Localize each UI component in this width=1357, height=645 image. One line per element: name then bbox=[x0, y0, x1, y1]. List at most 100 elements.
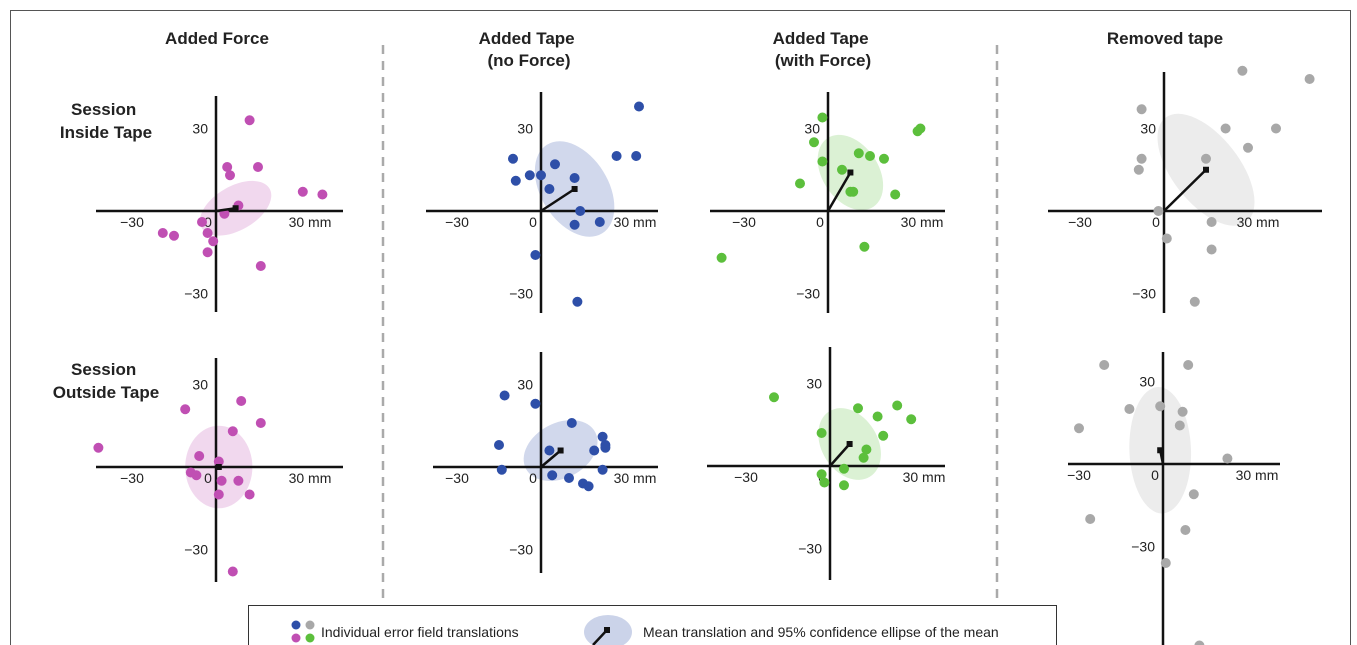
y-tick-label-30: 30 bbox=[192, 121, 208, 137]
data-point bbox=[865, 151, 875, 161]
x-tick-label-zero: 0 bbox=[529, 470, 537, 486]
data-point bbox=[879, 153, 889, 164]
data-point bbox=[839, 463, 849, 474]
data-point bbox=[892, 400, 903, 411]
col-title-line: Added Tape bbox=[479, 29, 575, 48]
data-point bbox=[1133, 164, 1144, 175]
data-point bbox=[1124, 404, 1135, 414]
data-point bbox=[169, 230, 179, 241]
x-tick-label-zero: 0 bbox=[204, 214, 212, 230]
mean-arrow bbox=[215, 207, 236, 213]
data-point bbox=[227, 426, 238, 437]
data-point bbox=[1174, 420, 1185, 431]
panel-tape_force_inside: −30 0 30 mm 30 −30 bbox=[710, 92, 945, 313]
data-point bbox=[1160, 558, 1171, 568]
data-point bbox=[510, 175, 521, 186]
col-title-line: Added Tape bbox=[773, 29, 869, 48]
y-tick-label-neg30: −30 bbox=[184, 542, 208, 558]
legend-mean-label: Mean translation and 95% confidence elli… bbox=[643, 624, 999, 640]
data-point bbox=[594, 217, 605, 227]
data-point bbox=[861, 444, 872, 455]
data-point bbox=[197, 217, 207, 227]
data-point bbox=[872, 411, 883, 422]
mean-arrow bbox=[540, 449, 562, 468]
data-point bbox=[1183, 360, 1194, 370]
data-point bbox=[227, 566, 238, 577]
data-point bbox=[157, 228, 168, 238]
y-tick-label-30: 30 bbox=[806, 376, 822, 392]
col-title-added-force: Added Force bbox=[165, 29, 269, 48]
panel-tape_inside: −30 0 30 mm 30 −30 bbox=[426, 92, 658, 313]
data-point bbox=[236, 396, 247, 406]
data-point bbox=[544, 445, 555, 456]
data-point bbox=[225, 170, 235, 181]
data-point bbox=[1188, 489, 1199, 500]
x-tick-label-zero: 0 bbox=[204, 470, 212, 486]
data-point bbox=[530, 250, 541, 260]
data-point bbox=[631, 151, 642, 161]
panel-tape_outside: −30 0 30 mm 30 −30 bbox=[433, 352, 658, 573]
mean-arrow bbox=[1163, 168, 1207, 212]
legend-dot-green bbox=[305, 633, 315, 643]
data-point bbox=[494, 440, 504, 450]
x-tick-label-neg30: −30 bbox=[734, 469, 758, 485]
data-point bbox=[244, 115, 255, 126]
data-point bbox=[536, 170, 546, 181]
x-tick-label-30mm: 30 mm bbox=[614, 470, 657, 486]
data-point bbox=[1074, 423, 1084, 434]
row-title-outside-tape: Session Outside Tape bbox=[53, 360, 159, 402]
data-point bbox=[191, 470, 202, 481]
data-point bbox=[202, 228, 213, 238]
data-point bbox=[496, 464, 507, 475]
x-tick-label-30mm: 30 mm bbox=[1237, 214, 1280, 230]
data-point bbox=[1177, 406, 1188, 417]
data-point bbox=[1153, 206, 1164, 216]
data-point bbox=[1243, 142, 1253, 153]
y-tick-label-30: 30 bbox=[804, 121, 820, 137]
data-point bbox=[194, 451, 205, 461]
mean-arrow bbox=[540, 187, 576, 213]
mean-marker bbox=[847, 169, 854, 176]
plots: −30 0 30 mm 30 −30 −30 0 30 mm 30 −30 −30 0 30 mm 30 −… bbox=[93, 65, 1322, 645]
data-point bbox=[848, 186, 859, 197]
x-tick-label-neg30: −30 bbox=[1067, 467, 1091, 483]
data-point bbox=[583, 481, 594, 492]
data-point bbox=[1206, 217, 1217, 227]
y-tick-label-neg30: −30 bbox=[1132, 286, 1156, 302]
x-tick-label-30mm: 30 mm bbox=[903, 469, 946, 485]
y-tick-label-30: 30 bbox=[192, 377, 208, 393]
data-point bbox=[1099, 360, 1110, 370]
data-point bbox=[1206, 244, 1217, 255]
row-title-inside-tape: Session Inside Tape bbox=[60, 100, 152, 142]
data-point bbox=[906, 414, 917, 425]
x-tick-label-neg30: −30 bbox=[1068, 214, 1092, 230]
data-point bbox=[600, 442, 611, 453]
row-title-line: Session bbox=[71, 100, 136, 119]
data-point bbox=[317, 189, 328, 200]
data-point bbox=[575, 206, 586, 216]
data-point bbox=[530, 398, 541, 409]
data-point bbox=[233, 475, 244, 486]
data-point bbox=[716, 252, 727, 263]
data-point bbox=[202, 247, 213, 258]
data-point bbox=[255, 418, 266, 428]
x-tick-label-30mm: 30 mm bbox=[614, 214, 657, 230]
x-tick-label-zero: 0 bbox=[529, 214, 537, 230]
data-point bbox=[809, 137, 819, 148]
data-point bbox=[1189, 296, 1200, 307]
x-tick-label-neg30: −30 bbox=[732, 214, 756, 230]
x-tick-label-zero: 0 bbox=[816, 214, 824, 230]
legend-dot-gray bbox=[305, 620, 315, 630]
data-point bbox=[208, 236, 219, 247]
data-point bbox=[837, 164, 847, 175]
data-point bbox=[611, 151, 622, 161]
data-point bbox=[547, 470, 558, 481]
data-point bbox=[817, 112, 828, 123]
row-title-line: Session bbox=[71, 360, 136, 379]
legend-points-label: Individual error field translations bbox=[321, 624, 519, 640]
data-point bbox=[858, 452, 869, 463]
data-point bbox=[795, 178, 805, 189]
data-point bbox=[839, 480, 849, 491]
